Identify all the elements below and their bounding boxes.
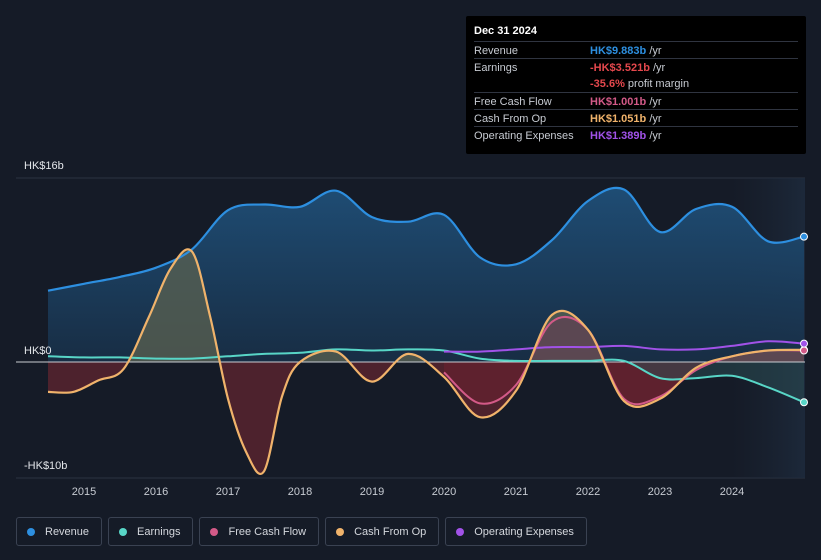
legend-label: Cash From Op [354, 525, 427, 538]
legend-item-free-cash-flow[interactable]: Free Cash Flow [199, 517, 320, 546]
tooltip-suffix: /yr [649, 130, 662, 142]
legend-dot-icon [456, 527, 465, 536]
y-tick-label-zero: HK$0 [24, 345, 52, 357]
tooltip-value: HK$9.883b [590, 45, 647, 57]
x-tick-label: 2023 [648, 486, 672, 498]
x-tick-label: 2022 [576, 486, 600, 498]
x-tick-label: 2016 [144, 486, 168, 498]
tooltip-label: Cash From Op [474, 113, 547, 125]
operating-expenses-line [443, 340, 805, 353]
tooltip-suffix: profit margin [627, 78, 690, 90]
x-tick-label: 2021 [504, 486, 528, 498]
revenue-area [48, 187, 804, 362]
tooltip-label: Revenue [474, 45, 519, 57]
operating-expenses-end-point [800, 339, 808, 348]
free-cash-flow-area-positive [444, 316, 804, 362]
revenue-line [47, 186, 805, 292]
tooltip-value: -35.6% [590, 78, 625, 90]
legend-item-earnings[interactable]: Earnings [108, 517, 194, 546]
free-cash-flow-end-point [800, 346, 808, 355]
data-tooltip: Dec 31 2024 Revenue HK$9.883b /yr Earnin… [466, 16, 806, 154]
tooltip-value: HK$1.001b [590, 96, 647, 108]
free-cash-flow-area-negative [444, 362, 804, 405]
earnings-end-point [800, 398, 808, 407]
tooltip-value: HK$1.389b [590, 130, 647, 142]
revenue-end-point [800, 232, 808, 241]
x-tick-label: 2015 [72, 486, 96, 498]
tooltip-row-profit-margin: -35.6% profit margin [474, 75, 798, 92]
tooltip-row-earnings: Earnings -HK$3.521b /yr [474, 58, 798, 76]
tooltip-value: -HK$3.521b [590, 62, 650, 74]
tooltip-value: HK$1.051b [590, 113, 647, 125]
legend-dot-icon [119, 527, 128, 536]
earnings-area-negative [48, 362, 804, 403]
chart-legend: Revenue Earnings Free Cash Flow Cash Fro… [16, 517, 587, 546]
cash-from-op-line [47, 248, 805, 475]
legend-item-revenue[interactable]: Revenue [16, 517, 103, 546]
x-tick-label: 2020 [432, 486, 456, 498]
x-tick-label: 2018 [288, 486, 312, 498]
tooltip-suffix: /yr [649, 45, 662, 57]
tooltip-row-free-cash-flow: Free Cash Flow HK$1.001b /yr [474, 92, 798, 110]
tooltip-row-revenue: Revenue HK$9.883b /yr [474, 41, 798, 59]
tooltip-label: Operating Expenses [474, 130, 574, 142]
legend-dot-icon [210, 527, 219, 536]
tooltip-label: Earnings [474, 62, 518, 74]
legend-label: Revenue [45, 525, 90, 538]
cash-from-op-area-negative [48, 362, 804, 474]
tooltip-suffix: /yr [649, 96, 662, 108]
tooltip-suffix: /yr [649, 113, 662, 125]
x-tick-label: 2019 [360, 486, 384, 498]
x-tick-label: 2024 [720, 486, 744, 498]
cash-from-op-area-positive [48, 249, 804, 362]
tooltip-suffix: /yr [652, 62, 666, 74]
y-tick-label-bottom: -HK$10b [24, 460, 68, 472]
legend-label: Operating Expenses [474, 525, 574, 538]
tooltip-row-operating-expenses: Operating Expenses HK$1.389b /yr [474, 126, 798, 144]
legend-dot-icon [27, 527, 35, 536]
tooltip-date: Dec 31 2024 [474, 25, 537, 37]
legend-dot-icon [336, 527, 345, 536]
legend-label: Earnings [137, 525, 181, 538]
tooltip-row-cash-from-op: Cash From Op HK$1.051b /yr [474, 109, 798, 127]
legend-label: Free Cash Flow [228, 525, 307, 538]
tooltip-label: Free Cash Flow [474, 96, 552, 108]
legend-item-operating-expenses[interactable]: Operating Expenses [445, 517, 587, 546]
y-tick-label-top: HK$16b [24, 160, 64, 172]
x-tick-label: 2017 [216, 486, 240, 498]
earnings-line [47, 348, 805, 404]
legend-item-cash-from-op[interactable]: Cash From Op [325, 517, 440, 546]
